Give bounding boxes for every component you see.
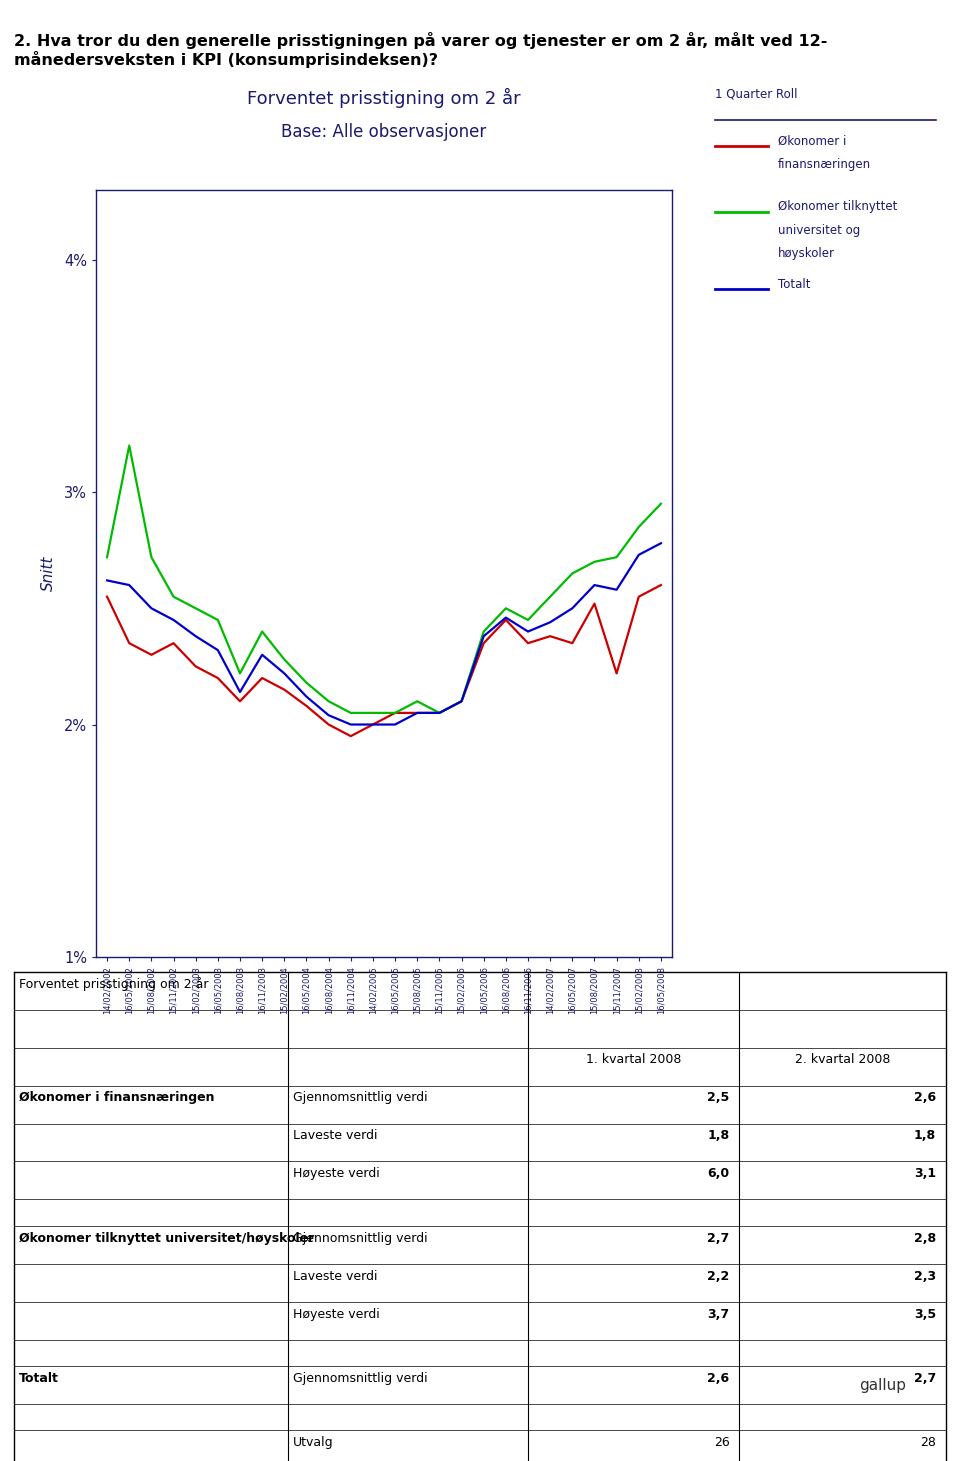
Text: 2,3: 2,3 [914,1270,936,1283]
Text: 2,8: 2,8 [914,1232,936,1245]
Text: 1 Quarter Roll: 1 Quarter Roll [715,88,798,101]
Text: 3,1: 3,1 [914,1167,936,1180]
Text: 1,8: 1,8 [914,1129,936,1143]
Text: 1. kvartal 2008: 1. kvartal 2008 [586,1053,682,1067]
Text: 2,7: 2,7 [914,1372,936,1385]
Text: Gjennomsnittlig verdi: Gjennomsnittlig verdi [293,1372,427,1385]
Text: Høyeste verdi: Høyeste verdi [293,1167,379,1180]
Text: 2. Hva tror du den generelle prisstigningen på varer og tjenester er om 2 år, må: 2. Hva tror du den generelle prisstignin… [14,32,828,50]
Text: 1,8: 1,8 [708,1129,730,1143]
Text: høyskoler: høyskoler [778,247,834,260]
Y-axis label: Snitt: Snitt [40,555,56,592]
Text: Økonomer tilknyttet universitet/høyskoler: Økonomer tilknyttet universitet/høyskole… [19,1232,315,1245]
Text: 2,5: 2,5 [708,1091,730,1105]
Text: Forventet prisstigning om 2 år: Forventet prisstigning om 2 år [247,88,521,108]
Text: Høyeste verdi: Høyeste verdi [293,1308,379,1321]
Text: 3,7: 3,7 [708,1308,730,1321]
Text: Gjennomsnittlig verdi: Gjennomsnittlig verdi [293,1091,427,1105]
Text: månedersveksten i KPI (konsumprisindeksen)?: månedersveksten i KPI (konsumprisindekse… [14,51,439,69]
Text: Økonomer tilknyttet: Økonomer tilknyttet [778,200,897,213]
Text: universitet og: universitet og [778,224,860,237]
Text: 2. kvartal 2008: 2. kvartal 2008 [795,1053,890,1067]
Text: Totalt: Totalt [19,1372,60,1385]
Text: 2,2: 2,2 [708,1270,730,1283]
Text: Totalt: Totalt [778,278,810,291]
Text: Laveste verdi: Laveste verdi [293,1129,377,1143]
Text: Utvalg: Utvalg [293,1436,333,1449]
Text: finansnæringen: finansnæringen [778,158,871,171]
Text: 2,6: 2,6 [914,1091,936,1105]
Text: 28: 28 [920,1436,936,1449]
Text: Økonomer i: Økonomer i [778,134,846,148]
Text: 26: 26 [714,1436,730,1449]
Text: gallup: gallup [859,1378,906,1392]
Text: Gjennomsnittlig verdi: Gjennomsnittlig verdi [293,1232,427,1245]
Text: 3,5: 3,5 [914,1308,936,1321]
Text: tns: tns [737,1366,778,1385]
Text: Laveste verdi: Laveste verdi [293,1270,377,1283]
Text: Forventet prisstigning om 2 år: Forventet prisstigning om 2 år [19,977,208,992]
Text: Økonomer i finansnæringen: Økonomer i finansnæringen [19,1091,215,1105]
Text: 6,0: 6,0 [708,1167,730,1180]
Text: Base: Alle observasjoner: Base: Alle observasjoner [281,123,487,140]
Text: 2,7: 2,7 [708,1232,730,1245]
Text: 2,6: 2,6 [708,1372,730,1385]
